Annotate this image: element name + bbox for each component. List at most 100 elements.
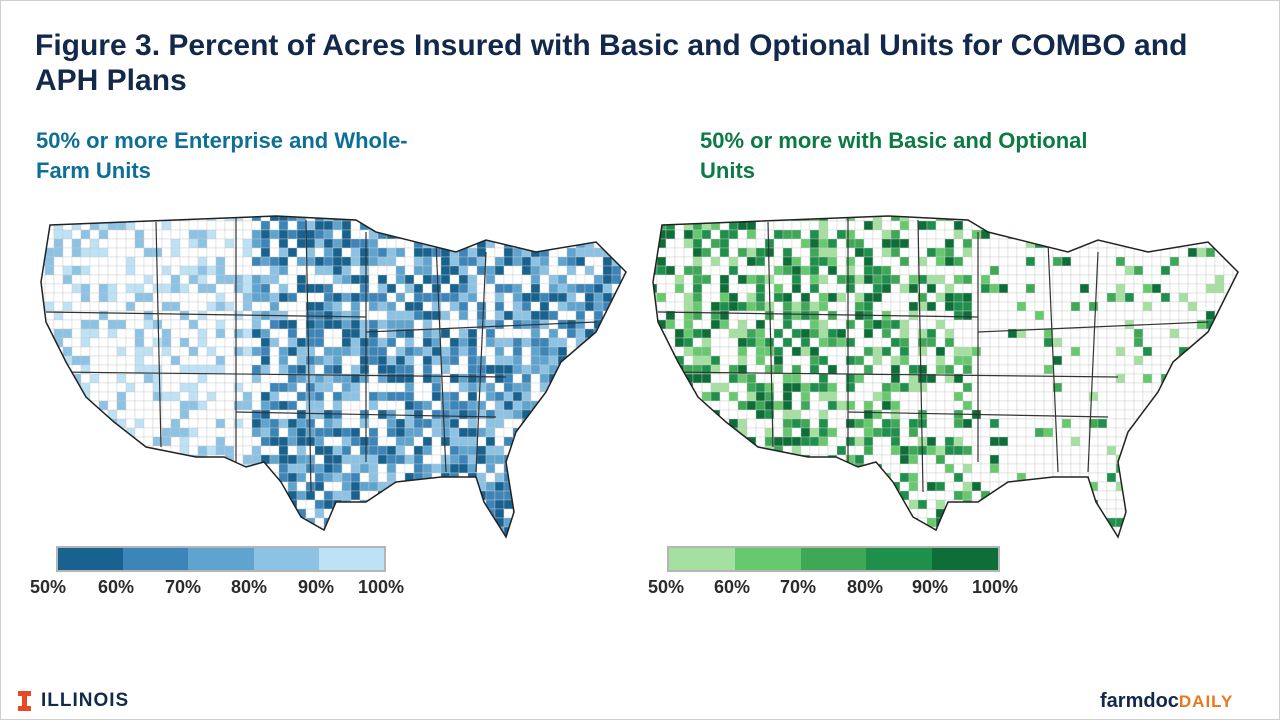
county-cell bbox=[98, 436, 109, 447]
county-cell bbox=[953, 463, 964, 474]
county-cell bbox=[467, 301, 478, 312]
county-cell bbox=[503, 229, 514, 240]
county-cell bbox=[944, 436, 955, 447]
county-cell bbox=[539, 364, 550, 375]
county-cell bbox=[746, 472, 757, 483]
county-cell bbox=[107, 274, 118, 285]
county-cell bbox=[653, 508, 658, 519]
county-cell bbox=[1007, 364, 1018, 375]
county-cell bbox=[908, 400, 919, 411]
county-cell bbox=[440, 292, 451, 303]
county-cell bbox=[1142, 490, 1153, 501]
county-cell bbox=[431, 364, 442, 375]
county-cell bbox=[296, 481, 307, 492]
county-cell bbox=[1115, 265, 1126, 276]
county-cell bbox=[395, 481, 406, 492]
county-cell bbox=[41, 499, 46, 510]
county-cell bbox=[116, 472, 127, 483]
county-cell bbox=[791, 472, 802, 483]
county-cell bbox=[809, 256, 820, 267]
county-cell bbox=[630, 239, 636, 248]
county-cell bbox=[458, 418, 469, 429]
county-cell bbox=[890, 301, 901, 312]
county-cell bbox=[1205, 382, 1216, 393]
county-cell bbox=[197, 265, 208, 276]
county-cell bbox=[377, 517, 388, 528]
county-cell bbox=[350, 319, 361, 330]
county-cell bbox=[719, 256, 730, 267]
county-cell bbox=[485, 463, 496, 474]
county-cell bbox=[188, 418, 199, 429]
county-cell bbox=[467, 391, 478, 402]
county-cell bbox=[80, 436, 91, 447]
county-cell bbox=[908, 382, 919, 393]
county-cell bbox=[197, 292, 208, 303]
county-cell bbox=[1097, 265, 1108, 276]
legend-tick: 60% bbox=[98, 577, 135, 597]
county-cell bbox=[1223, 400, 1234, 411]
county-cell bbox=[1223, 247, 1234, 258]
county-cell bbox=[1133, 220, 1144, 231]
county-cell bbox=[1007, 499, 1018, 510]
county-cell bbox=[404, 445, 415, 456]
county-cell bbox=[890, 346, 901, 357]
county-cell bbox=[800, 391, 811, 402]
county-cell bbox=[584, 508, 595, 519]
county-cell bbox=[1232, 526, 1238, 537]
county-cell bbox=[134, 454, 145, 465]
county-cell bbox=[1115, 247, 1126, 258]
county-cell bbox=[566, 247, 577, 258]
county-cell bbox=[1160, 310, 1171, 321]
county-cell bbox=[377, 418, 388, 429]
county-cell bbox=[971, 328, 982, 339]
county-cell bbox=[1223, 391, 1234, 402]
county-cell bbox=[233, 274, 244, 285]
county-cell bbox=[791, 463, 802, 474]
county-cell bbox=[449, 301, 460, 312]
county-cell bbox=[251, 535, 262, 537]
county-cell bbox=[1133, 216, 1144, 222]
county-cell bbox=[1242, 212, 1248, 221]
county-cell bbox=[728, 463, 739, 474]
county-cell bbox=[503, 283, 514, 294]
county-cell bbox=[431, 499, 442, 510]
county-cell bbox=[494, 256, 505, 267]
county-cell bbox=[62, 283, 73, 294]
county-cell bbox=[737, 508, 748, 519]
county-cell bbox=[926, 292, 937, 303]
county-cell bbox=[1205, 427, 1216, 438]
county-cell bbox=[116, 490, 127, 501]
county-cell bbox=[593, 418, 604, 429]
county-cell bbox=[890, 256, 901, 267]
county-cell bbox=[278, 445, 289, 456]
county-cell bbox=[1242, 419, 1248, 428]
county-cell bbox=[359, 256, 370, 267]
county-cell bbox=[746, 238, 757, 249]
county-cell bbox=[845, 535, 856, 537]
county-cell bbox=[44, 418, 55, 429]
county-cell bbox=[980, 364, 991, 375]
county-cell bbox=[854, 400, 865, 411]
county-cell bbox=[449, 454, 460, 465]
county-cell bbox=[962, 238, 973, 249]
county-cell bbox=[152, 328, 163, 339]
county-cell bbox=[1088, 454, 1099, 465]
county-cell bbox=[521, 517, 532, 528]
county-cell bbox=[674, 292, 685, 303]
county-cell bbox=[872, 490, 883, 501]
county-cell bbox=[791, 346, 802, 357]
county-cell bbox=[80, 337, 91, 348]
county-cell bbox=[890, 283, 901, 294]
county-cell bbox=[206, 355, 217, 366]
county-cell bbox=[125, 391, 136, 402]
county-cell bbox=[845, 508, 856, 519]
county-cell bbox=[1016, 319, 1027, 330]
county-cell bbox=[800, 400, 811, 411]
county-cell bbox=[386, 265, 397, 276]
county-cell bbox=[71, 427, 82, 438]
county-cell bbox=[170, 256, 181, 267]
county-cell bbox=[575, 463, 586, 474]
county-cell bbox=[332, 445, 343, 456]
county-cell bbox=[653, 472, 658, 483]
county-cell bbox=[467, 364, 478, 375]
